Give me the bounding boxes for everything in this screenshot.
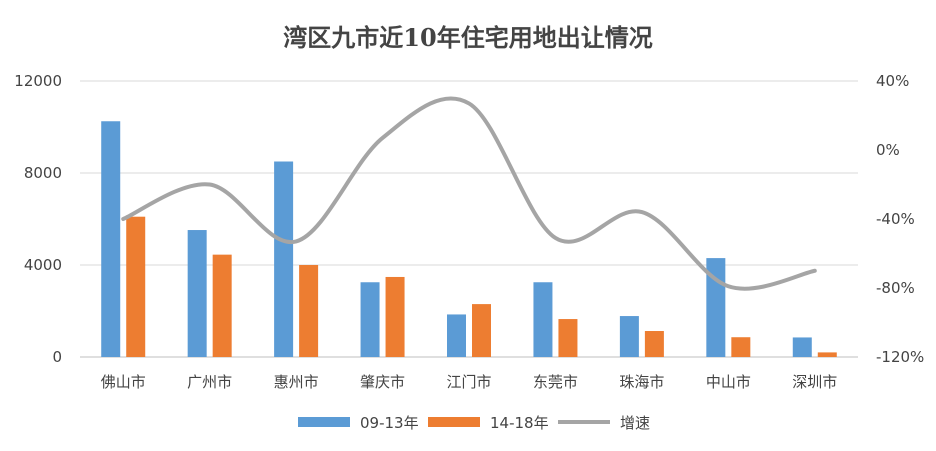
bar-series2 (472, 304, 491, 357)
bar-series1 (187, 230, 207, 357)
bar-series2 (299, 265, 319, 357)
y-left-tick-label: 8000 (24, 164, 62, 182)
bar-series2 (644, 331, 664, 357)
grid-layer (80, 80, 858, 358)
y-left-tick-label: 0 (52, 348, 62, 366)
bar-series2 (817, 352, 837, 357)
bar-series2 (385, 276, 405, 357)
legend-label: 增速 (620, 414, 650, 432)
bar-series1 (619, 316, 639, 357)
legend-label: 09-13年 (360, 414, 419, 432)
bar-series1 (533, 282, 553, 357)
bar-series2 (212, 254, 232, 357)
x-category-label: 东莞市 (533, 373, 578, 391)
x-category-label: 珠海市 (619, 373, 664, 391)
bar-series1 (360, 282, 380, 357)
y-right-tick-label: -40% (876, 210, 915, 228)
x-category-label: 江门市 (446, 373, 491, 391)
bar-series2 (558, 319, 578, 357)
legend: 09-13年 14-18年 增速 (298, 414, 650, 432)
bar-series2 (731, 337, 751, 357)
x-category-label: 深圳市 (792, 373, 837, 391)
axis-layer: 0 4000 8000 12000 -120% -80% -40% 0% 40% 佛山市 广州市 惠州… (14, 72, 924, 391)
y-right-tick-label: -120% (876, 348, 924, 366)
x-category-label: 中山市 (706, 373, 751, 391)
y-right-tick-label: 40% (876, 72, 909, 90)
y-right-tick-label: 0% (876, 141, 900, 159)
line-series-growth (121, 96, 817, 291)
bar-series1 (101, 121, 121, 357)
legend-label: 14-18年 (490, 414, 549, 432)
bar-series1 (274, 161, 294, 357)
legend-swatch (428, 417, 480, 427)
y-left-tick-label: 4000 (24, 256, 62, 274)
x-category-label: 广州市 (187, 373, 232, 391)
bar-series1 (792, 337, 812, 357)
bar-layer (101, 121, 837, 357)
legend-swatch (298, 417, 350, 427)
bar-series2 (126, 216, 146, 357)
bar-series1 (447, 314, 466, 357)
y-right-tick-label: -80% (876, 279, 915, 297)
x-category-label: 佛山市 (101, 373, 146, 391)
x-category-label: 惠州市 (274, 373, 319, 391)
x-category-label: 肇庆市 (360, 373, 405, 391)
line-layer (121, 96, 817, 291)
chart-title: 湾区九市近10年住宅用地出让情况 (283, 23, 652, 52)
y-left-tick-label: 12000 (14, 72, 62, 90)
